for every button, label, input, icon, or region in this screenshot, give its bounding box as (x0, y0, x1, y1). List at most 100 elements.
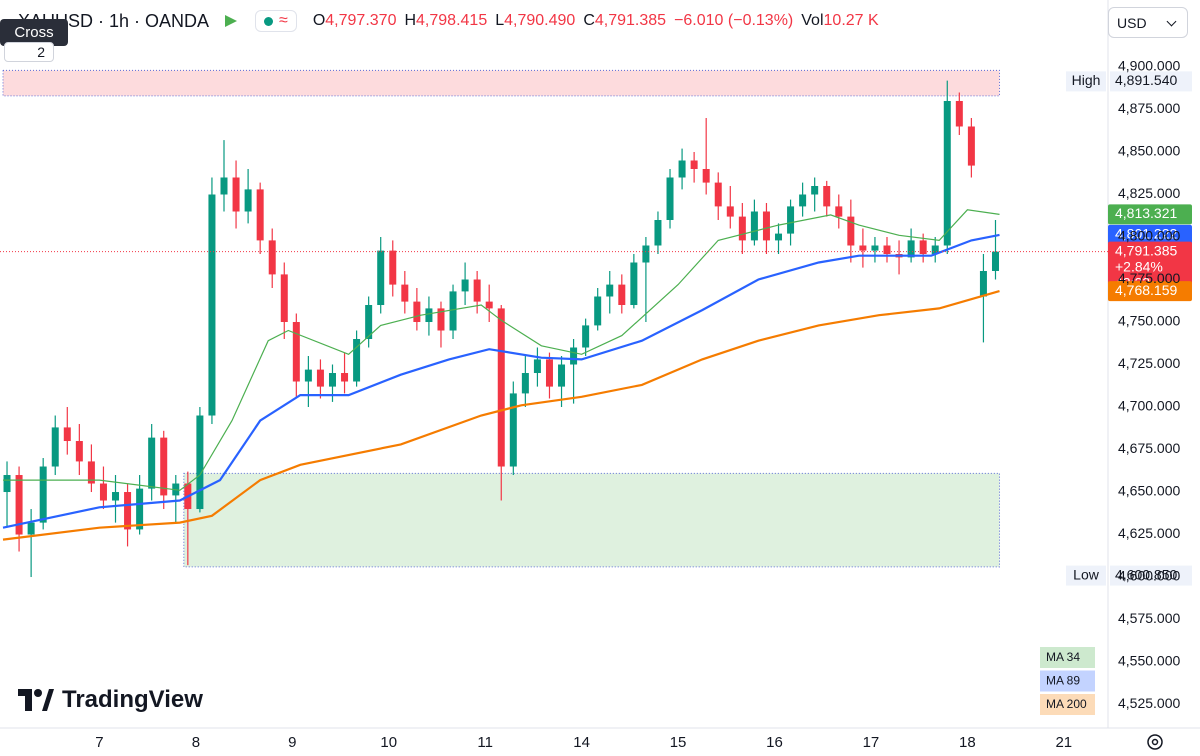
tool-tooltip: Cross (0, 19, 68, 46)
candle-body (823, 185, 831, 207)
legend-swatch (1040, 647, 1095, 668)
legend-label: MA 200 (1046, 697, 1087, 711)
candle-body (775, 233, 783, 241)
candle-body (27, 522, 35, 535)
ma-line (2, 233, 1000, 529)
price-label-box (1110, 71, 1192, 92)
zone (183, 472, 1001, 568)
candle-body (75, 441, 83, 462)
candle-body (750, 211, 758, 241)
price-label-box (1108, 224, 1192, 245)
candle-body (582, 325, 590, 348)
candle-body (328, 373, 336, 387)
candle-body (859, 245, 867, 251)
volume: 10.27 K (823, 12, 879, 29)
candle-body (967, 126, 975, 166)
candle-body (124, 492, 132, 530)
candle-body (509, 393, 517, 467)
candle-body (979, 271, 987, 297)
candle-body (377, 250, 385, 306)
price-label-line: +2.84% (1115, 258, 1163, 274)
price-label-box (1108, 204, 1192, 225)
candle-body (654, 219, 662, 246)
candle-body (473, 279, 481, 302)
candle-body (533, 359, 541, 374)
plot-area (0, 69, 1108, 578)
candle-body (630, 262, 638, 306)
candle-body (401, 284, 409, 302)
candle-body (907, 240, 915, 258)
indicator-pill[interactable]: ≈ (255, 10, 297, 32)
ma-line (2, 290, 1000, 541)
x-tick-label: 9 (288, 734, 296, 751)
y-tick-label: 4,875.000 (1118, 100, 1180, 116)
y-tick-label: 4,800.000 (1118, 228, 1180, 244)
y-tick-label: 4,750.000 (1118, 313, 1180, 329)
candle-body (316, 369, 324, 387)
price-tag: Low (1073, 566, 1100, 582)
candle-body (461, 279, 469, 292)
candle-body (835, 206, 843, 217)
candle-body (847, 216, 855, 246)
y-tick-label: 4,600.000 (1118, 568, 1180, 584)
y-tick-label: 4,900.000 (1118, 58, 1180, 74)
y-tick-label: 4,575.000 (1118, 610, 1180, 626)
legend-swatch (1040, 694, 1095, 715)
price-label-box (1108, 281, 1192, 302)
candle-body (558, 364, 566, 387)
candle-body (232, 177, 240, 212)
zone (2, 69, 1001, 97)
ma-line (3, 209, 1000, 491)
candle-body (738, 216, 746, 241)
currency-button[interactable]: USD (1108, 7, 1188, 38)
candle-body (208, 194, 216, 416)
candle-body (545, 359, 553, 387)
candle-body (618, 284, 626, 306)
settings-icon[interactable] (1147, 734, 1163, 750)
ohlc-value: 4,798.415 (416, 12, 488, 29)
y-tick-label: 4,625.000 (1118, 525, 1180, 541)
x-tick-label: 7 (95, 734, 103, 751)
price-label-box (1108, 241, 1192, 294)
candle-body (63, 427, 71, 442)
candle-body (292, 322, 300, 382)
price-tag: High (1072, 72, 1101, 88)
legend-swatch (1040, 670, 1095, 692)
ohlc-value: 4,791.385 (594, 12, 667, 29)
candle-body (256, 189, 264, 241)
legend-header: XAUUSD · 1h · OANDA ≈ O 4,797.370 H 4,798.… (18, 10, 879, 32)
candle-body (136, 488, 144, 530)
branding: TradingView (18, 686, 203, 714)
ohlc-value: 4,790.490 (504, 12, 576, 29)
candle-body (196, 415, 204, 510)
candle-body (606, 284, 614, 297)
candle-body (690, 160, 698, 169)
volume-key: Vol (801, 12, 824, 29)
logo-icon (18, 689, 54, 711)
candle-body (485, 301, 493, 309)
settings-hub (1151, 738, 1159, 746)
candle-body (799, 194, 807, 207)
candle-body (642, 245, 650, 263)
y-tick-label: 4,550.000 (1118, 653, 1180, 669)
y-tick-label: 4,525.000 (1118, 695, 1180, 711)
candle-body (268, 240, 276, 275)
legend-label: MA 34 (1046, 650, 1080, 664)
flag-icon[interactable] (223, 13, 239, 29)
candle-body (521, 373, 529, 394)
price-label: 4,600.850 (1115, 566, 1177, 582)
candle-body (99, 483, 107, 501)
candle-body (931, 245, 939, 255)
ohlc-key: L (495, 12, 505, 29)
candle-body (112, 492, 120, 501)
indicator-count[interactable]: 2 (4, 42, 54, 62)
candle-body (883, 245, 891, 255)
candle-body (365, 305, 373, 340)
candle-body (39, 466, 47, 523)
candle-body (497, 308, 505, 467)
candle-body (955, 100, 963, 127)
candle-body (787, 206, 795, 234)
candle-body (678, 160, 686, 178)
y-tick-label: 4,700.000 (1118, 398, 1180, 414)
